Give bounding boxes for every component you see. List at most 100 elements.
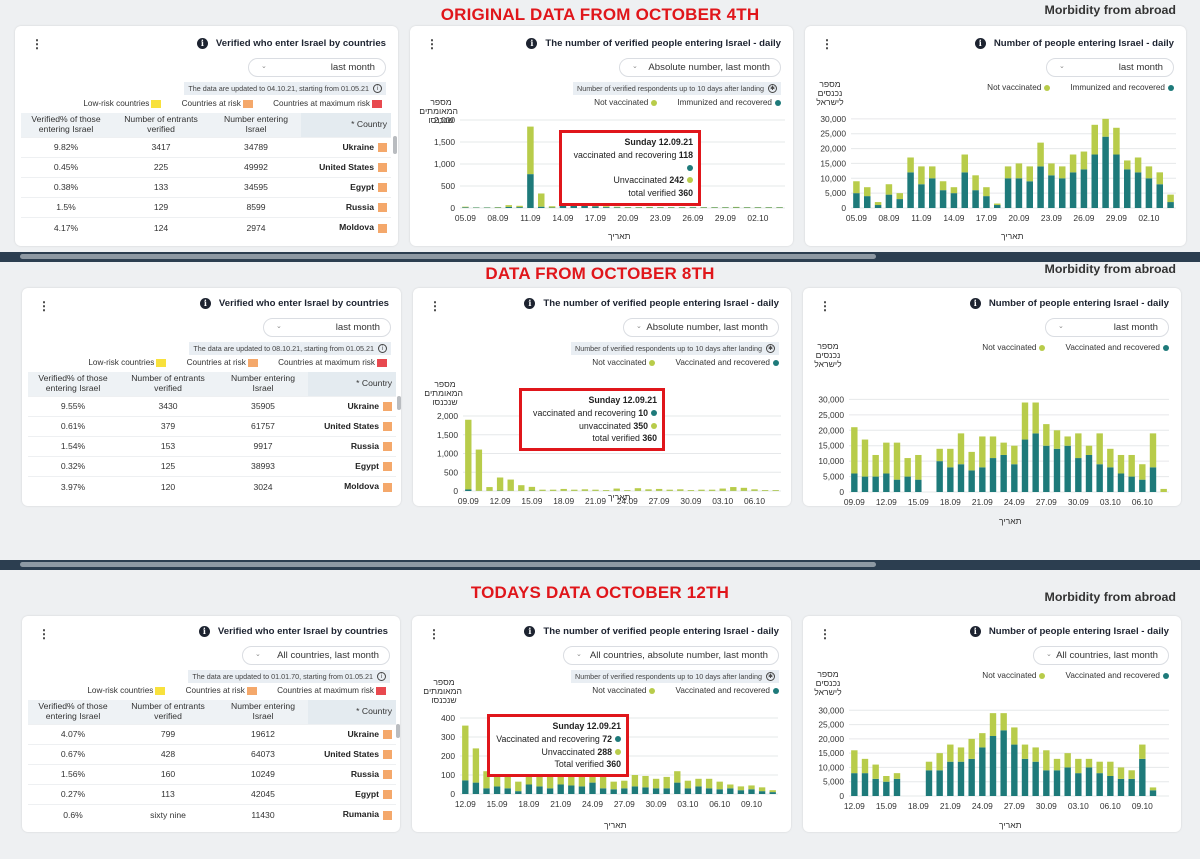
info-icon[interactable]: i — [199, 298, 211, 309]
info-circle-icon[interactable]: i — [373, 84, 382, 93]
table-row[interactable]: 1.5% 129 8599 Russia — [21, 196, 391, 218]
table-row[interactable]: 0.27% 113 42045 Egypt — [28, 783, 396, 805]
kebab-menu-icon[interactable]: ⋮ — [38, 299, 50, 313]
bar-vaccinated — [1032, 761, 1039, 796]
bar-vaccinated — [581, 204, 588, 208]
table-row[interactable]: 0.67% 428 64073 United States — [28, 743, 396, 765]
info-circle-icon[interactable]: i — [378, 344, 387, 353]
col-header-entering[interactable]: Number entering Israel — [211, 113, 301, 138]
info-icon[interactable]: i — [196, 38, 208, 49]
col-header-country[interactable]: * Country — [308, 700, 396, 725]
kebab-menu-icon[interactable]: ⋮ — [31, 37, 43, 51]
y-tick-label: 15,000 — [818, 441, 844, 451]
table-row[interactable]: 4.17% 124 2974 Moldova — [21, 216, 391, 238]
table-row[interactable]: 1.54% 153 9917 Russia — [28, 435, 396, 457]
col-header-verified[interactable]: Number of entrants verified — [111, 113, 211, 138]
table-scrollbar[interactable] — [396, 724, 400, 738]
card-title: i Verified who enter Israel by countries — [199, 298, 389, 309]
table-row[interactable]: 4.07% 799 19612 Ukraine — [28, 723, 396, 745]
lightbulb-icon[interactable]: ✱ — [768, 84, 777, 93]
mode-dropdown[interactable]: ⌄ Absolute number, last month — [623, 318, 779, 337]
bar-not-vaccinated — [568, 770, 575, 786]
table-row[interactable]: 0.6% sixty nine 11430 Rumania — [28, 803, 396, 825]
card-title: i Number of people entering Israel - dail… — [969, 298, 1169, 309]
table-row[interactable]: 9.55% 3430 35905 Ukraine — [28, 395, 396, 417]
col-header-percent[interactable]: Verified% of those entering Israel — [28, 372, 118, 397]
col-header-country[interactable]: * Country — [308, 372, 396, 397]
y-tick-label: 5,000 — [823, 777, 844, 787]
col-header-verified[interactable]: Number of entrants verified — [118, 372, 218, 397]
bar-vaccinated — [1134, 172, 1142, 208]
y-tick-label: 0 — [839, 487, 844, 497]
info-icon[interactable]: i — [524, 626, 536, 637]
kebab-menu-icon[interactable]: ⋮ — [429, 299, 441, 313]
table-row[interactable]: 1.56% 160 10249 Russia — [28, 763, 396, 785]
bar-vaccinated — [1139, 758, 1146, 796]
kebab-menu-icon[interactable]: ⋮ — [38, 627, 50, 641]
bar-not-vaccinated — [684, 780, 692, 789]
col-header-entering[interactable]: Number entering Israel — [218, 372, 308, 397]
period-dropdown[interactable]: ⌄ All countries, last month — [1033, 646, 1169, 665]
info-circle-icon[interactable]: i — [377, 672, 386, 681]
mode-dropdown[interactable]: ⌄ Absolute number, last month — [619, 58, 781, 77]
bar-not-vaccinated — [634, 488, 642, 491]
period-dropdown[interactable]: ⌄ last month — [248, 58, 386, 77]
bar-not-vaccinated — [1037, 142, 1044, 167]
bar-vaccinated — [727, 788, 734, 794]
kebab-menu-icon[interactable]: ⋮ — [821, 37, 833, 51]
bar-not-vaccinated — [851, 427, 858, 474]
bar-not-vaccinated — [1139, 744, 1146, 759]
info-icon[interactable]: i — [969, 298, 981, 309]
period-dropdown[interactable]: ⌄ last month — [263, 318, 391, 337]
col-header-entering[interactable]: Number entering Israel — [218, 700, 308, 725]
col-header-percent[interactable]: Verified% of those entering Israel — [28, 700, 118, 725]
lightbulb-icon[interactable]: ✱ — [766, 344, 775, 353]
bar-vaccinated — [716, 789, 723, 794]
info-icon[interactable]: i — [974, 38, 986, 49]
kebab-menu-icon[interactable]: ⋮ — [426, 37, 438, 51]
bar-vaccinated — [904, 476, 911, 492]
bar-vaccinated — [1075, 458, 1082, 492]
table-row[interactable]: 0.32% 125 38993 Egypt — [28, 455, 396, 477]
bar-not-vaccinated — [536, 773, 543, 787]
table-scrollbar[interactable] — [397, 396, 401, 410]
period-dropdown[interactable]: ⌄ last month — [1045, 318, 1169, 337]
period-dropdown[interactable]: ⌄ All countries, last month — [242, 646, 390, 665]
bar-not-vaccinated — [1043, 424, 1050, 446]
bar-not-vaccinated — [957, 747, 965, 762]
kebab-menu-icon[interactable]: ⋮ — [819, 299, 831, 313]
horizontal-scrollbar[interactable] — [0, 560, 1200, 570]
table-row[interactable]: 9.82% 3417 34789 Ukraine — [21, 136, 391, 158]
period-dropdown[interactable]: ⌄ last month — [1046, 58, 1174, 77]
scrollbar-thumb[interactable] — [20, 254, 876, 259]
col-header-country[interactable]: * Country — [301, 113, 391, 138]
bar-vaccinated — [989, 458, 997, 492]
mode-dropdown[interactable]: ⌄ All countries, absolute number, last mo… — [563, 646, 779, 665]
table-scrollbar[interactable] — [393, 136, 397, 154]
bar-vaccinated — [705, 788, 713, 794]
col-header-verified[interactable]: Number of entrants verified — [118, 700, 218, 725]
lightbulb-icon[interactable]: ✱ — [766, 672, 775, 681]
bar-not-vaccinated — [1064, 753, 1071, 768]
horizontal-scrollbar[interactable] — [0, 252, 1200, 262]
info-icon[interactable]: i — [969, 626, 981, 637]
col-header-percent[interactable]: Verified% of those entering Israel — [21, 113, 111, 138]
scrollbar-thumb[interactable] — [20, 562, 876, 567]
kebab-menu-icon[interactable]: ⋮ — [428, 627, 440, 641]
table-row[interactable]: 0.38% 133 34595 Egypt — [21, 176, 391, 198]
bar-vaccinated — [610, 789, 617, 794]
info-icon[interactable]: i — [524, 298, 536, 309]
update-note: The data are updated to 04.10.21, starti… — [184, 82, 386, 95]
table-row[interactable]: 0.61% 379 61757 United States — [28, 415, 396, 437]
table-row[interactable]: 3.97% 120 3024 Moldova — [28, 475, 396, 497]
x-tick-label: 29.09 — [715, 213, 736, 223]
bar-not-vaccinated — [936, 448, 943, 462]
table-row[interactable]: 0.45% 225 49992 United States — [21, 156, 391, 178]
info-icon[interactable]: i — [526, 38, 538, 49]
verified-card-2: ⋮ i The number of verified people enterin… — [413, 288, 791, 506]
bar-vaccinated — [613, 207, 621, 208]
kebab-menu-icon[interactable]: ⋮ — [819, 627, 831, 641]
bar-vaccinated — [853, 193, 860, 208]
bar-vaccinated — [462, 207, 469, 208]
info-icon[interactable]: i — [198, 626, 210, 637]
